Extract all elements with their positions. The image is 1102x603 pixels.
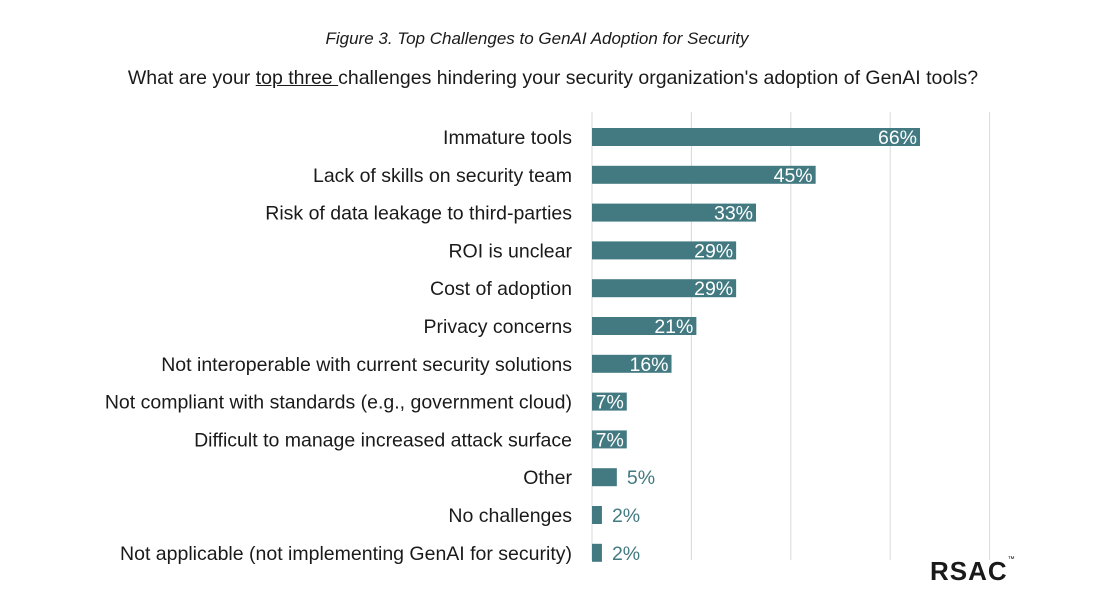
trademark-mark: ™ (1007, 556, 1015, 563)
rsac-logo: RSAC™ (930, 556, 1015, 587)
bar (592, 354, 672, 373)
category-label: Cost of adoption (430, 278, 572, 300)
survey-question: What are your top three challenges hinde… (0, 67, 1102, 90)
category-label: Difficult to manage increased attack sur… (194, 429, 572, 451)
value-label: 29% (694, 240, 733, 262)
question-text-underlined: top three (255, 67, 339, 89)
value-label: 21% (654, 316, 693, 338)
value-label: 7% (596, 429, 624, 451)
question-text-end: challenges hindering your security organ… (338, 67, 979, 89)
value-label: 2% (612, 505, 640, 527)
bar (592, 468, 617, 487)
bar (592, 128, 921, 146)
category-label: Privacy concerns (424, 316, 573, 338)
category-label: Lack of skills on security team (313, 165, 572, 187)
value-label: 16% (629, 354, 668, 376)
bar (592, 543, 602, 562)
value-label: 7% (596, 392, 624, 414)
figure-caption: Figure 3. Top Challenges to GenAI Adopti… (325, 29, 749, 48)
rsac-logo-text: RSAC (930, 556, 1008, 586)
bar (592, 317, 697, 335)
value-label: 33% (714, 203, 753, 225)
question-text-start: What are your (127, 67, 256, 89)
value-label: 45% (774, 165, 813, 187)
bar (592, 430, 627, 449)
category-label: Other (523, 467, 572, 489)
bar (592, 241, 737, 260)
category-label: Immature tools (443, 127, 572, 149)
bar (592, 165, 816, 184)
value-label: 29% (694, 278, 733, 300)
value-label: 66% (878, 127, 917, 149)
value-label: 5% (627, 467, 655, 489)
bar (592, 279, 737, 298)
category-label: Risk of data leakage to third-parties (265, 203, 572, 225)
category-label: Not interoperable with current security … (161, 354, 572, 376)
bar (592, 392, 627, 411)
category-label: ROI is unclear (448, 240, 572, 262)
value-label: 2% (612, 543, 640, 565)
category-label: No challenges (448, 505, 572, 527)
category-label: Not compliant with standards (e.g., gove… (105, 392, 572, 414)
bar (592, 506, 602, 524)
category-label: Not applicable (not implementing GenAI f… (120, 543, 572, 565)
bar (592, 203, 757, 222)
